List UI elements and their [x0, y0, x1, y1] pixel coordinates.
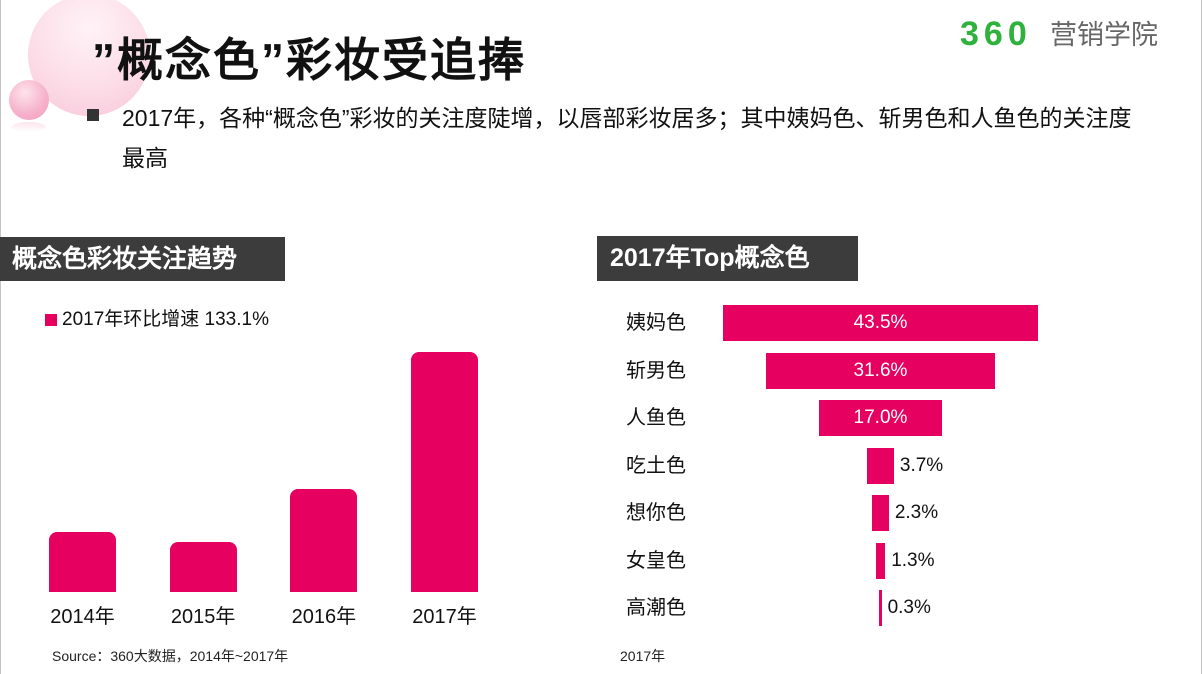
- concept-value-4: 3.7%: [899, 454, 944, 476]
- trend-bar-2017: [411, 352, 478, 592]
- concept-label-3: 人鱼色: [626, 407, 686, 429]
- concept-value-6: 1.3%: [891, 549, 935, 571]
- concept-label-6: 女皇色: [626, 549, 686, 572]
- concept-bar-5: [872, 495, 889, 531]
- trend-bar-2014: [49, 532, 116, 592]
- trend-xlabel-2014: 2014年: [50, 606, 115, 628]
- source-note: Source：360大数据，2014年~2017年: [52, 648, 289, 664]
- logo: 360 营销学院: [958, 14, 1178, 54]
- trend-xlabel-2016: 2016年: [291, 606, 357, 628]
- trend-xlabel-2017: 2017年: [412, 606, 477, 628]
- slide-title: ”概念色”彩妆受追捧: [92, 34, 526, 86]
- concept-value-7: 0.3%: [887, 597, 931, 618]
- concept-label-7: 高潮色: [626, 597, 686, 619]
- concept-bar-1: [723, 305, 1038, 341]
- concept-value-3: 17.0%: [853, 407, 908, 428]
- trend-legend: 2017年环比增速 133.1%: [45, 307, 345, 333]
- trend-bar-2016: [290, 488, 358, 592]
- concept-label-4: 吃土色: [626, 454, 686, 477]
- concept-label-1: 姨妈色: [626, 312, 686, 334]
- concept-bar-3: [818, 400, 943, 436]
- trend-xlabel-2015: 2015年: [170, 606, 236, 628]
- concept-bar-4: [867, 447, 894, 484]
- chart-caption: 2017年: [620, 648, 666, 664]
- trend-bar-2015: [169, 541, 237, 592]
- legend-swatch: [45, 314, 57, 326]
- concept-bar-2: [766, 352, 995, 389]
- concept-bar-6: [875, 542, 886, 579]
- logo-brand: 360: [960, 15, 1032, 53]
- trend-chart: 2014年 2015年 2016年 2017年: [0, 290, 560, 635]
- concept-bar-7: [879, 590, 882, 626]
- concept-value-5: 2.3%: [894, 502, 939, 523]
- top-colors-chart: 姨妈色 43.5% 斩男色 31.6% 人鱼色 17.0% 吃土色 3.7% 想你色 2.3% 女皇…: [600, 295, 1120, 635]
- top-colors-section-header: 2017年Top概念色: [597, 236, 858, 281]
- concept-label-2: 斩男色: [626, 359, 686, 382]
- concept-value-1: 43.5%: [853, 312, 908, 333]
- decor-circle-small: [9, 80, 49, 120]
- logo-name: 营销学院: [1050, 20, 1158, 50]
- bullet-text: 2017年，各种“概念色”彩妆的关注度陡增，以唇部彩妆居多；其中姨妈色、斩男色和…: [122, 105, 1132, 171]
- concept-label-5: 想你色: [626, 502, 686, 524]
- legend-label: 2017年环比增速 133.1%: [62, 309, 269, 330]
- bullet-square-icon: [87, 109, 99, 121]
- decor-circle-reflection: [12, 122, 46, 132]
- trend-section-header: 概念色彩妆关注趋势: [0, 237, 285, 281]
- concept-value-2: 31.6%: [853, 359, 908, 381]
